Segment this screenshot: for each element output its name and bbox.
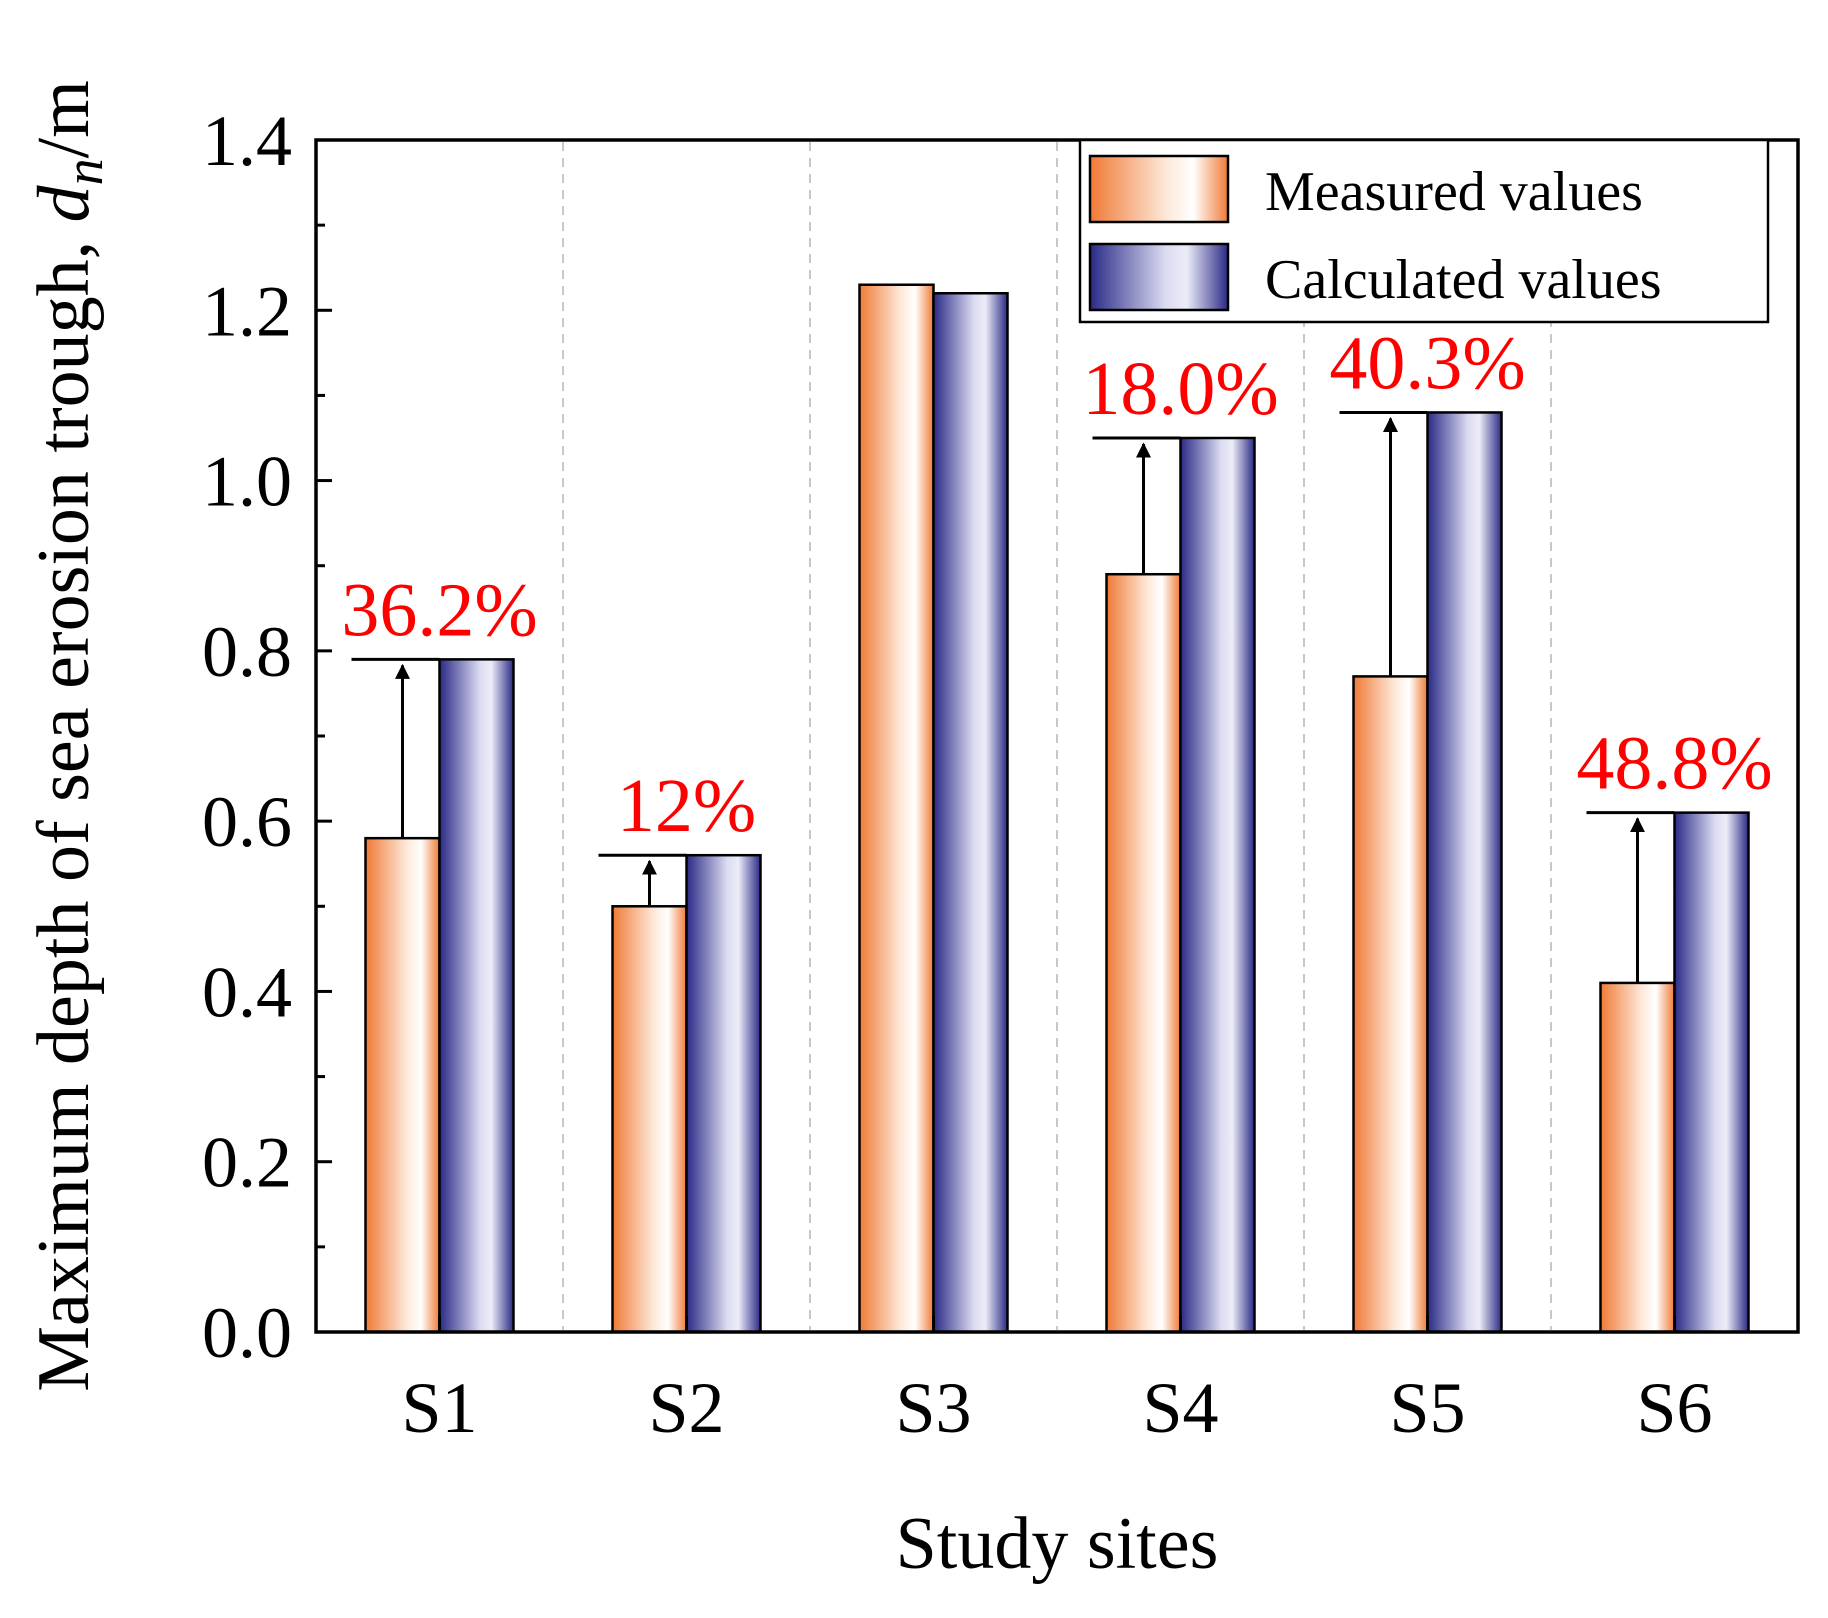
legend: Measured values Calculated values (1078, 138, 1770, 324)
category-separators (562, 142, 1552, 1330)
x-tick-label: S4 (1142, 1368, 1218, 1448)
bar-calculated (1426, 411, 1503, 1334)
y-tick-label: 0.6 (202, 782, 292, 862)
y-axis-title-subscript: n (54, 158, 114, 185)
y-tick-label: 1.2 (202, 271, 292, 351)
y-axis-title-main: Maximum depth of sea erosion trough, (23, 222, 105, 1391)
x-tick-label: S6 (1636, 1368, 1712, 1448)
annotation-percent-label: 36.2% (341, 568, 537, 652)
bar-measured (1105, 572, 1182, 1334)
y-axis-title: Maximum depth of sea erosion trough, dn/… (23, 80, 114, 1392)
y-tick-label: 0.0 (202, 1293, 292, 1373)
y-tick-label: 0.4 (202, 952, 292, 1032)
annotation-percent-label: 18.0% (1082, 347, 1278, 431)
legend-label-measured: Measured values (1265, 161, 1643, 223)
annotation-percent-label: 12% (617, 764, 756, 848)
x-tick-label: S1 (401, 1368, 477, 1448)
y-tick-label: 1.0 (202, 442, 292, 522)
bar-measured (364, 836, 441, 1334)
bar-measured (858, 283, 935, 1334)
x-axis: S1 S2 S3 S4 S5 S6 (401, 1316, 1713, 1448)
bars-layer (364, 283, 1750, 1334)
x-axis-title: Study sites (896, 1503, 1219, 1585)
annotations-layer: 36.2% 12% 18.0% 40.3% 48.8% (341, 321, 1773, 983)
y-tick-label: 0.2 (202, 1123, 292, 1203)
legend-swatch-measured (1088, 154, 1230, 224)
y-tick-label: 0.8 (202, 612, 292, 692)
bar-calculated (1179, 436, 1256, 1334)
annotation-percent-label: 48.8% (1576, 722, 1772, 806)
legend-label-calculated: Calculated values (1265, 249, 1662, 311)
bar-calculated (932, 292, 1009, 1334)
y-axis: 0.0 0.2 0.4 0.6 0.8 1.0 1.2 1.4 (202, 101, 332, 1373)
y-axis-title-unit: /m (23, 80, 105, 158)
legend-swatch-calculated (1088, 242, 1230, 312)
bar-measured (611, 905, 688, 1334)
bar-calculated (1673, 811, 1750, 1334)
x-tick-label: S3 (895, 1368, 971, 1448)
y-axis-title-symbol: d (23, 184, 105, 222)
x-tick-label: S5 (1389, 1368, 1465, 1448)
bar-calculated (685, 853, 762, 1334)
x-tick-label: S2 (648, 1368, 724, 1448)
bar-measured (1352, 675, 1429, 1334)
bar-measured (1599, 981, 1676, 1334)
bar-calculated (438, 658, 515, 1334)
annotation-percent-label: 40.3% (1329, 321, 1525, 405)
y-tick-label: 1.4 (202, 101, 292, 181)
